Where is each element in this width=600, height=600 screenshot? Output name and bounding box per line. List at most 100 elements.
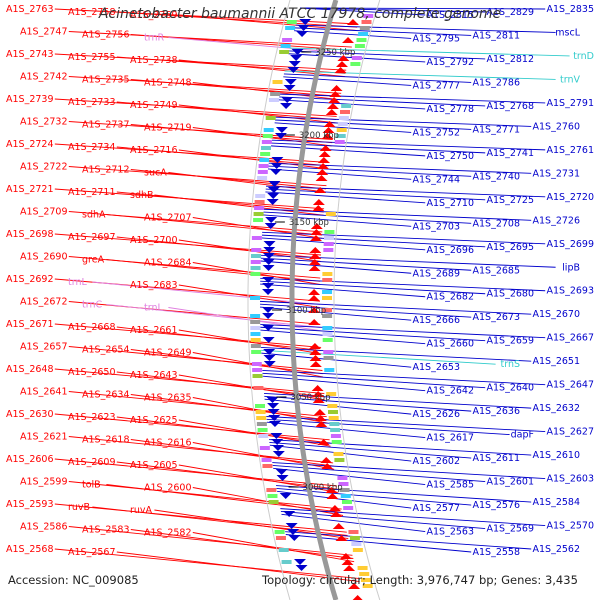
gene-label: A1S_2741 [487, 148, 535, 159]
inner-category-strip [270, 92, 281, 96]
leader-line [192, 127, 332, 147]
forward-gene-mark [316, 169, 329, 175]
gene-label: A1S_2634 [82, 390, 130, 401]
outer-category-strip [322, 296, 333, 300]
leader-line [116, 371, 325, 398]
inner-category-strip [267, 494, 278, 498]
leader-line [130, 394, 328, 421]
gene-label: A1S_2586 [20, 522, 68, 533]
leader-line [106, 214, 323, 236]
gene-label: A1S_2726 [533, 215, 581, 226]
scale-label: 3250 kbp [315, 48, 355, 58]
gene-label: A1S_2698 [6, 229, 54, 240]
leader-line [266, 418, 510, 436]
forward-gene-mark [309, 253, 322, 259]
outer-category-strip [343, 506, 354, 510]
gene-label: A1S_2750 [427, 151, 475, 162]
gene-label: A1S_2672 [20, 297, 68, 308]
reverse-gene-mark [290, 55, 303, 61]
reverse-gene-mark [274, 133, 287, 139]
forward-gene-mark [325, 487, 338, 493]
scale-label: 3100 kbp [286, 306, 326, 316]
gene-label: A1S_2763 [6, 4, 54, 15]
reverse-gene-mark [276, 475, 289, 481]
outer-category-strip [362, 584, 373, 588]
outer-category-strip [323, 248, 334, 252]
leader-line [264, 393, 532, 409]
outer-category-strip [330, 428, 341, 432]
leader-line [116, 236, 321, 259]
gene-label: A1S_2635 [144, 393, 192, 404]
gene-label: A1S_2743 [6, 49, 54, 60]
inner-category-strip [256, 422, 267, 426]
inner-category-strip [275, 536, 286, 540]
reverse-gene-mark [262, 289, 275, 295]
gene-label: A1S_2703 [413, 221, 461, 232]
scale-label: 3000 kbp [303, 483, 343, 493]
forward-gene-mark [335, 535, 348, 541]
reverse-gene-mark [269, 169, 282, 175]
forward-gene-mark [317, 163, 330, 169]
outer-category-strip [359, 572, 370, 576]
leader-line [260, 326, 486, 342]
gene-label: A1S_2617 [427, 433, 475, 444]
forward-gene-mark [348, 583, 361, 589]
leader-line [192, 532, 355, 563]
reverse-gene-mark [264, 223, 277, 229]
reverse-gene-mark [263, 349, 276, 355]
gene-label: A1S_2696 [427, 245, 475, 256]
gene-label: A1S_2812 [487, 54, 535, 65]
forward-gene-mark [325, 109, 338, 115]
inner-category-strip [250, 326, 261, 330]
reverse-gene-mark [262, 265, 275, 271]
leader-line [272, 464, 486, 483]
gene-label: A1S_2710 [427, 198, 475, 209]
forward-gene-mark [317, 157, 330, 163]
outer-category-strip [325, 212, 336, 216]
leader-line [116, 146, 329, 167]
gene-label: A1S_2756 [82, 30, 130, 41]
gene-label: A1S_2815 [427, 10, 475, 21]
outer-category-strip [323, 350, 334, 354]
leader-line [289, 47, 570, 57]
scale-label: 3050 kbp [290, 393, 330, 403]
gene-label: sdhB [130, 190, 154, 201]
gene-label: A1S_2600 [144, 483, 192, 494]
leader-line [130, 529, 354, 559]
leader-line [54, 503, 347, 533]
gene-label: A1S_2685 [473, 265, 521, 276]
forward-gene-mark [308, 343, 321, 349]
scale-label: 3200 kbp [299, 131, 339, 141]
leader-line [263, 211, 472, 224]
gene-label: A1S_2786 [473, 77, 521, 88]
gene-label: A1S_2643 [130, 370, 178, 381]
gene-label: A1S_2733 [68, 97, 116, 108]
inner-category-strip [254, 200, 265, 204]
gene-label: A1S_2577 [413, 503, 461, 514]
forward-gene-mark [330, 511, 343, 517]
gene-label: A1S_2792 [427, 57, 475, 68]
leader-line [54, 413, 330, 441]
gene-label: A1S_2732 [20, 117, 68, 128]
leader-line [130, 124, 333, 144]
inner-category-strip [278, 548, 289, 552]
outer-category-strip [322, 326, 333, 330]
forward-gene-mark [335, 61, 348, 67]
forward-gene-mark [329, 91, 342, 97]
leader-line [54, 98, 337, 117]
forward-gene-mark [352, 595, 363, 600]
forward-gene-mark [308, 295, 321, 301]
gene-label: A1S_2602 [413, 456, 461, 467]
forward-gene-mark [308, 259, 321, 265]
outer-category-strip [341, 104, 352, 108]
reverse-gene-mark [275, 469, 288, 475]
outer-category-strip [329, 422, 340, 426]
gene-label: A1S_2835 [547, 4, 595, 15]
forward-gene-mark [328, 505, 341, 511]
outer-category-strip [340, 494, 351, 498]
gene-label: A1S_2740 [473, 171, 521, 182]
inner-category-strip [256, 416, 267, 420]
gene-label: A1S_2568 [6, 544, 54, 555]
leader-line [265, 191, 426, 204]
